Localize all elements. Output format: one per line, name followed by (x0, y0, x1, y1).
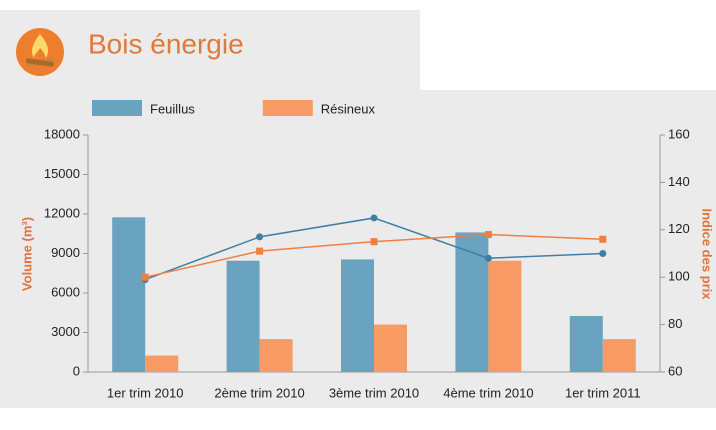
legend-swatch (92, 100, 142, 116)
y2-tick-label: 100 (668, 269, 690, 284)
legend-label: Feuillus (150, 101, 195, 116)
y2-tick-label: 140 (668, 174, 690, 189)
bar (488, 260, 522, 372)
price-marker (370, 214, 378, 222)
y2-tick-label: 60 (668, 363, 682, 378)
bar (259, 339, 293, 372)
price-marker (141, 273, 149, 281)
y2-tick-label: 120 (668, 221, 690, 236)
y-tick-label: 15000 (44, 166, 80, 181)
y-tick-label: 12000 (44, 205, 80, 220)
price-marker (599, 250, 607, 257)
price-marker (370, 238, 378, 246)
chart-title: Bois énergie (88, 28, 244, 59)
bar (569, 316, 603, 372)
y-tick-label: 9000 (51, 245, 80, 260)
bar (145, 355, 179, 372)
bar (112, 217, 146, 372)
y2-tick-label: 160 (668, 126, 690, 141)
bar (226, 260, 260, 372)
x-tick-label: 1er trim 2010 (107, 385, 184, 400)
bar (341, 259, 374, 372)
y2-tick-label: 80 (668, 316, 682, 331)
price-marker (484, 254, 492, 262)
legend-label: Résineux (321, 101, 376, 116)
x-tick-label: 2ème trim 2010 (214, 385, 304, 400)
price-marker (599, 235, 607, 243)
y-tick-label: 3000 (51, 324, 80, 339)
legend-swatch (262, 100, 313, 116)
y-tick-label: 6000 (51, 284, 80, 299)
y-tick-label: 18000 (44, 126, 80, 141)
bar (602, 339, 636, 372)
price-marker (256, 247, 264, 255)
icon (16, 28, 64, 76)
price-marker (484, 231, 492, 239)
y-tick-label: 0 (73, 363, 80, 378)
bar (374, 324, 407, 372)
y2-axis-title: Indice des prix (700, 208, 715, 300)
x-tick-label: 4ème trim 2010 (443, 385, 533, 400)
price-marker (256, 233, 264, 241)
x-tick-label: 3ème trim 2010 (329, 385, 419, 400)
y-axis-title: Volume (m³) (19, 217, 34, 291)
x-tick-label: 1er trim 2011 (565, 385, 641, 400)
bar (455, 232, 489, 372)
header-background (0, 10, 420, 92)
